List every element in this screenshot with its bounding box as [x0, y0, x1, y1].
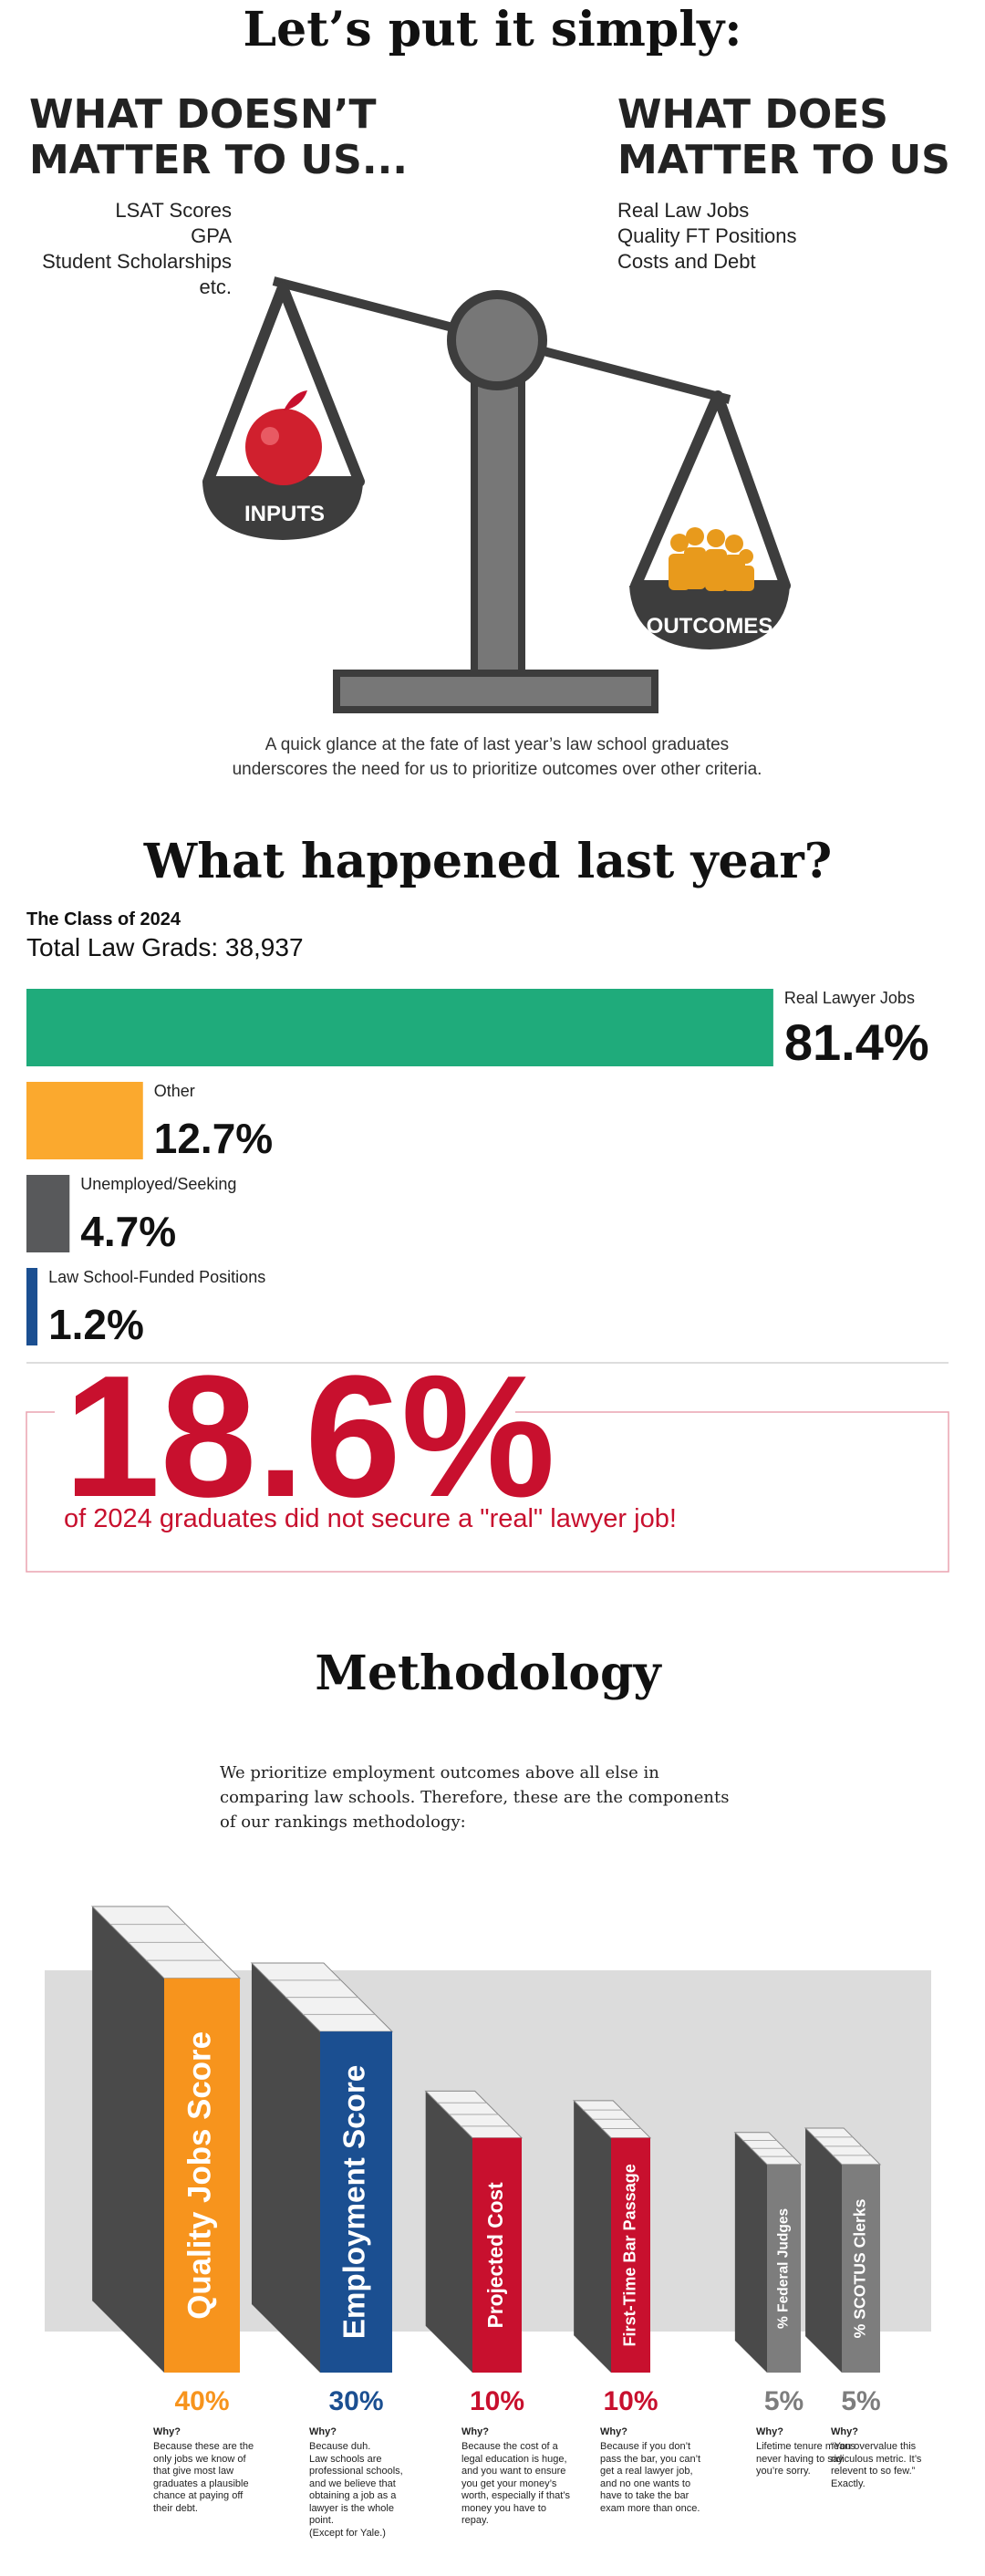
- book-title: Projected Cost: [483, 2182, 507, 2328]
- book-front: [611, 2137, 650, 2373]
- reason: Because the cost of a legal education is…: [461, 2441, 571, 2526]
- book: First-Time Bar Passage: [572, 2100, 652, 2373]
- caption: A quick glance at the fate of last year’…: [265, 735, 729, 754]
- caption: underscores the need for us to prioritiz…: [233, 760, 762, 779]
- section-title: Methodology: [315, 1646, 662, 1701]
- why-label: Why?: [831, 2426, 858, 2437]
- list-item: etc.: [200, 275, 232, 298]
- bar: [26, 1268, 38, 1345]
- reason: “You overvalue this ridiculous metric. I…: [831, 2441, 922, 2489]
- why-label: Why?: [461, 2426, 489, 2437]
- bar-label: Unemployed/Seeking: [80, 1175, 236, 1193]
- heading: MATTER TO US: [617, 137, 950, 183]
- intro: We prioritize employment outcomes above …: [220, 1763, 730, 1832]
- book-percent: 10%: [470, 2386, 524, 2416]
- bar: [26, 989, 773, 1066]
- bar-label: Other: [154, 1082, 195, 1100]
- book-front: [164, 1978, 240, 2373]
- book-side: [425, 2091, 472, 2373]
- book-percent: 10%: [603, 2386, 658, 2416]
- book-percent: 5%: [841, 2386, 880, 2416]
- book-title: % Federal Judges: [776, 2208, 792, 2329]
- list-item: Quality FT Positions: [617, 224, 796, 247]
- section-title: What happened last year?: [143, 834, 832, 889]
- book-side: [734, 2132, 767, 2373]
- book-percent: 30%: [328, 2386, 383, 2416]
- list-item: Real Law Jobs: [617, 199, 749, 222]
- bar: [26, 1082, 143, 1159]
- pan-label: INPUTS: [244, 502, 325, 526]
- book: Projected Cost: [424, 2090, 524, 2373]
- list-item: GPA: [191, 224, 232, 247]
- book-side: [805, 2127, 842, 2373]
- book: % SCOTUS Clerks: [804, 2127, 882, 2373]
- reason: Because if you don’t pass the bar, you c…: [600, 2441, 701, 2514]
- highlight-figure: 18.6%: [64, 1340, 555, 1533]
- reason: Because these are the only jobs we know …: [153, 2441, 254, 2514]
- title: Let’s put it simply:: [244, 2, 742, 57]
- book-front: [842, 2164, 880, 2373]
- book-title: Quality Jobs Score: [182, 2031, 218, 2320]
- heading: WHAT DOESN’T: [29, 91, 377, 138]
- list-item: Student Scholarships: [42, 250, 232, 273]
- why-label: Why?: [600, 2426, 627, 2437]
- bar-value: 81.4%: [784, 1013, 929, 1071]
- why-label: Why?: [756, 2426, 783, 2437]
- book-front: [767, 2164, 801, 2373]
- class-label: The Class of 2024: [26, 909, 181, 930]
- heading: WHAT DOES: [617, 91, 888, 138]
- total-grads: Total Law Grads: 38,937: [26, 933, 304, 961]
- book-percent: 40%: [174, 2386, 229, 2416]
- book-title: % SCOTUS Clerks: [851, 2198, 869, 2338]
- heading: MATTER TO US...: [29, 137, 408, 183]
- highlight-mask: [55, 1403, 515, 1425]
- list-item: Costs and Debt: [617, 250, 756, 273]
- book-side: [251, 1963, 320, 2373]
- why-label: Why?: [309, 2426, 337, 2437]
- book-percent: 5%: [764, 2386, 804, 2416]
- book: % Federal Judges: [733, 2132, 803, 2373]
- why-label: Why?: [153, 2426, 181, 2437]
- pan-label: OUTCOMES: [647, 614, 773, 639]
- list-item: LSAT Scores: [115, 199, 232, 222]
- book-front: [320, 2031, 392, 2373]
- book-front: [472, 2137, 522, 2373]
- book: Quality Jobs Score: [90, 1906, 242, 2373]
- bar: [26, 1175, 70, 1252]
- scale-illustration: INPUTS OUTCOMES: [202, 276, 791, 713]
- bar-value: 1.2%: [48, 1301, 144, 1348]
- book-side: [574, 2100, 611, 2373]
- reason: Lifetime tenure means never having to sa…: [756, 2441, 855, 2477]
- book: Employment Score: [250, 1962, 394, 2373]
- bar-value: 4.7%: [80, 1208, 176, 1255]
- book-side: [92, 1906, 164, 2373]
- bar-label: Real Lawyer Jobs: [784, 989, 915, 1007]
- bar-value: 12.7%: [154, 1115, 273, 1162]
- book-title: Employment Score: [337, 2065, 371, 2339]
- book-title: First-Time Bar Passage: [620, 2164, 638, 2346]
- bar-label: Law School-Funded Positions: [48, 1268, 265, 1286]
- reason: Because duh. Law schools are professiona…: [309, 2441, 403, 2539]
- highlight-text: of 2024 graduates did not secure a "real…: [64, 1504, 677, 1533]
